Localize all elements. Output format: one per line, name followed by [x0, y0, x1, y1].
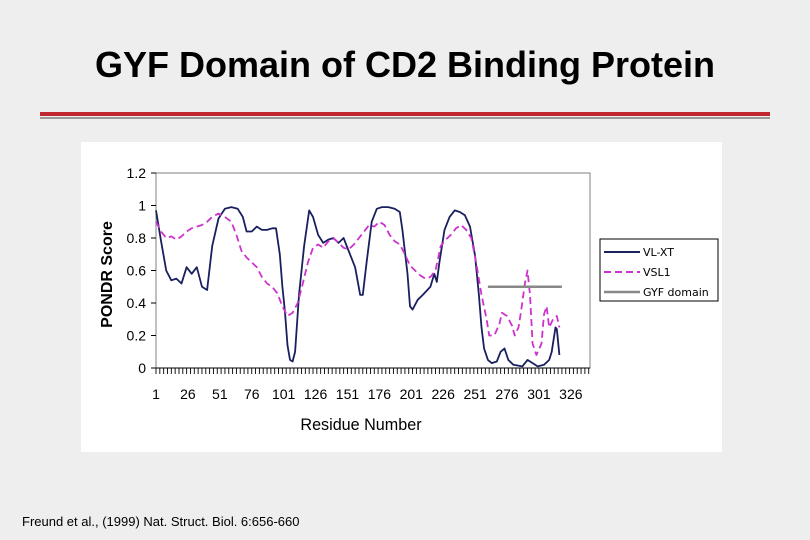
legend-box: [599, 238, 719, 302]
chart-panel: PONDR Score Residue Number 0 0.2 0.4 0.6 0.8…: [81, 142, 722, 452]
x-tick-label: 126: [304, 386, 328, 402]
x-tick-label: 101: [272, 386, 296, 402]
x-tick-label: 26: [180, 386, 196, 402]
x-tick-label: 51: [212, 386, 228, 402]
title-underline: [40, 112, 770, 116]
x-axis-label: Residue Number: [300, 415, 422, 434]
series-line-vl-xt: [155, 206, 561, 368]
y-tick-label: 0.4: [127, 295, 147, 311]
citation: Freund et al., (1999) Nat. Struct. Biol.…: [22, 514, 300, 529]
legend-label: GYF domain: [643, 286, 709, 299]
series-line-vsl1: [155, 212, 561, 356]
slide-title: GYF Domain of CD2 Binding Protein: [95, 44, 715, 85]
y-tick-label: 1: [138, 198, 146, 214]
x-tick-label: 1: [152, 386, 160, 402]
x-tick-label: 226: [432, 386, 456, 402]
y-tick-label: 0.2: [127, 328, 147, 344]
plot-area: [155, 172, 591, 369]
x-tick-label: 276: [495, 386, 519, 402]
legend-label: VSL1: [643, 266, 671, 279]
y-tick-label: 0.8: [127, 230, 147, 246]
y-tick-label: 0: [138, 360, 146, 376]
title-underline-shadow: [40, 117, 770, 119]
y-tick-label: 0.6: [127, 263, 147, 279]
pondr-chart: PONDR Score Residue Number 0 0.2 0.4 0.6 0.8…: [99, 165, 719, 434]
x-tick-label: 326: [559, 386, 583, 402]
x-tick-label: 176: [368, 386, 392, 402]
x-tick-label: 301: [527, 386, 551, 402]
x-tick-label: 76: [244, 386, 260, 402]
x-tick-label: 151: [336, 386, 360, 402]
legend-label: VL-XT: [643, 246, 674, 259]
y-tick-label: 1.2: [127, 165, 147, 181]
y-axis-label: PONDR Score: [99, 221, 116, 328]
x-tick-label: 201: [400, 386, 424, 402]
x-tick-label: 251: [463, 386, 487, 402]
